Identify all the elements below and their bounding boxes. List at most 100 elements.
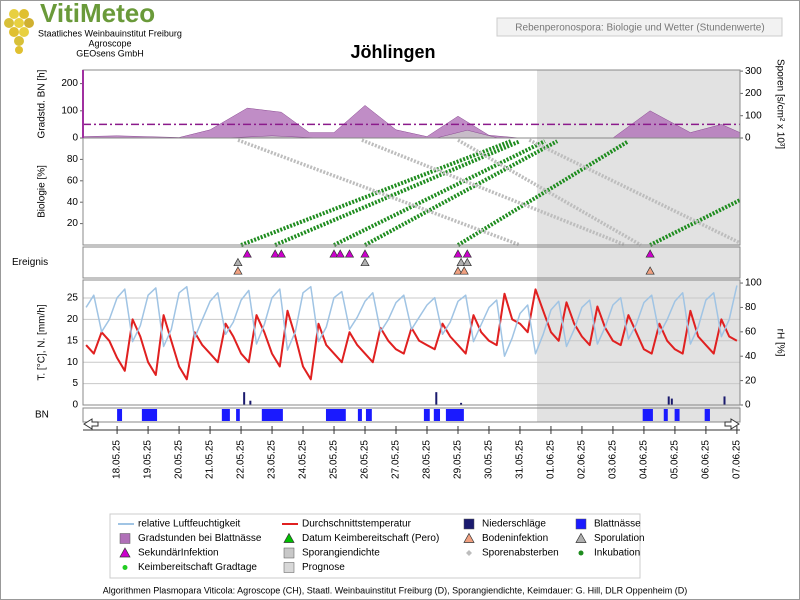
x-tick-label: 05.06.25 bbox=[670, 440, 681, 479]
event-marker bbox=[462, 249, 472, 258]
legend-swatch bbox=[575, 532, 587, 543]
legend-label: Keimbereitschaft Gradtage bbox=[138, 562, 257, 573]
legend-label: Durchschnittstemperatur bbox=[302, 519, 412, 530]
legend-swatch bbox=[283, 547, 295, 559]
y-tick-label: 25 bbox=[67, 293, 79, 304]
event-marker bbox=[462, 257, 472, 267]
interval-bar bbox=[642, 409, 653, 421]
event-marker bbox=[335, 249, 345, 258]
series-line bbox=[237, 138, 521, 247]
legend-label: Blattnässe bbox=[594, 519, 641, 530]
x-tick-label: 07.06.25 bbox=[732, 440, 743, 479]
legend-swatch bbox=[283, 532, 295, 543]
y-tick-label: 5 bbox=[72, 378, 78, 389]
precip-bar bbox=[460, 402, 463, 405]
x-tick-label: 02.06.25 bbox=[577, 440, 588, 479]
y2-tick-label: 100 bbox=[745, 110, 762, 121]
y-tick-label: 15 bbox=[67, 335, 79, 346]
y-tick-label: 80 bbox=[67, 154, 79, 165]
event-marker bbox=[453, 249, 463, 258]
y2-axis-label: rH [%] bbox=[774, 329, 785, 357]
legend-label: Niederschläge bbox=[482, 519, 546, 530]
x-tick-label: 04.06.25 bbox=[639, 440, 650, 479]
interval-bar bbox=[325, 409, 346, 421]
y2-tick-label: 0 bbox=[745, 400, 751, 411]
precip-bar bbox=[723, 396, 726, 405]
interval-bar bbox=[261, 409, 283, 421]
row-label: BN bbox=[35, 410, 49, 421]
subtitle: Rebenperonospora: Biologie und Wetter (S… bbox=[515, 23, 764, 34]
x-tick-label: 23.05.25 bbox=[267, 440, 278, 479]
y2-tick-label: 40 bbox=[745, 351, 757, 362]
interval-bar bbox=[423, 409, 430, 421]
legend-label: Gradstunden bei Blattnässe bbox=[138, 533, 262, 544]
event-marker bbox=[360, 249, 370, 258]
precip-bar bbox=[435, 392, 438, 405]
y2-tick-label: 200 bbox=[745, 88, 762, 99]
x-tick-label: 06.06.25 bbox=[701, 440, 712, 479]
series-line bbox=[528, 138, 741, 245]
interval-bar bbox=[141, 409, 158, 421]
y-axis-label: Gradstd. BN [h] bbox=[37, 69, 48, 138]
interval-bar bbox=[365, 409, 372, 421]
series-line bbox=[274, 139, 521, 247]
series-line bbox=[364, 139, 559, 247]
interval-bar bbox=[221, 409, 230, 421]
panel-border bbox=[82, 407, 741, 423]
logo-grapes bbox=[4, 9, 34, 54]
precip-bar bbox=[249, 400, 252, 405]
x-tick-label: 01.06.25 bbox=[546, 440, 557, 479]
x-tick-label: 31.05.25 bbox=[515, 440, 526, 479]
legend-swatch bbox=[283, 562, 295, 573]
legend-label: Prognose bbox=[302, 562, 345, 573]
interval-bar bbox=[357, 409, 362, 421]
legend-swatch bbox=[575, 518, 587, 530]
x-tick-label: 28.05.25 bbox=[422, 440, 433, 479]
y-axis-label: T. [°C], N. [mm/h] bbox=[37, 304, 48, 380]
series-line bbox=[457, 138, 642, 247]
series-line bbox=[85, 285, 738, 357]
legend-swatch bbox=[466, 550, 472, 556]
event-marker bbox=[456, 257, 466, 267]
event-marker bbox=[270, 249, 280, 258]
legend-label: Sporangiendichte bbox=[302, 548, 380, 559]
legend-box bbox=[109, 513, 641, 579]
y-tick-label: 40 bbox=[67, 197, 79, 208]
legend-label: Sporulation bbox=[594, 533, 645, 544]
y-tick-label: 10 bbox=[67, 357, 79, 368]
event-marker bbox=[233, 266, 243, 275]
legend-swatch bbox=[119, 547, 131, 558]
panel-border bbox=[82, 246, 741, 279]
legend-label: Inkubation bbox=[594, 548, 640, 559]
event-marker bbox=[645, 249, 655, 258]
y-tick-label: 0 bbox=[72, 133, 78, 144]
legend-swatch bbox=[122, 565, 128, 570]
x-tick-label: 19.05.25 bbox=[143, 440, 154, 479]
series-line bbox=[456, 139, 630, 247]
legend-swatch bbox=[463, 532, 475, 543]
x-tick-label: 18.05.25 bbox=[112, 440, 123, 479]
logo: VitiMeteo bbox=[40, 0, 155, 28]
legend-label: relative Luftfeuchtigkeit bbox=[138, 519, 241, 530]
row-label: Ereignis bbox=[12, 257, 48, 268]
precip-bar bbox=[667, 396, 670, 405]
panel-border bbox=[82, 279, 741, 406]
x-tick-label: 24.05.25 bbox=[298, 440, 309, 479]
y2-tick-label: 100 bbox=[745, 278, 762, 289]
y-tick-label: 200 bbox=[61, 78, 78, 89]
x-tick-label: 27.05.25 bbox=[391, 440, 402, 479]
panel-border bbox=[82, 137, 741, 246]
org: GEOsens GmbH bbox=[76, 48, 144, 58]
y2-tick-label: 0 bbox=[745, 133, 751, 144]
x-tick-label: 29.05.25 bbox=[453, 440, 464, 479]
x-tick-label: 22.05.25 bbox=[236, 440, 247, 479]
x-tick-label: 21.05.25 bbox=[205, 440, 216, 479]
y2-tick-label: 60 bbox=[745, 326, 757, 337]
legend-swatch bbox=[463, 518, 475, 530]
y2-axis-label: Sporen [s/cm² x 10³] bbox=[774, 59, 785, 149]
legend-label: SekundärInfektion bbox=[138, 548, 219, 559]
event-marker bbox=[233, 257, 243, 267]
y-tick-label: 20 bbox=[67, 218, 79, 229]
x-tick-label: 30.05.25 bbox=[484, 440, 495, 479]
